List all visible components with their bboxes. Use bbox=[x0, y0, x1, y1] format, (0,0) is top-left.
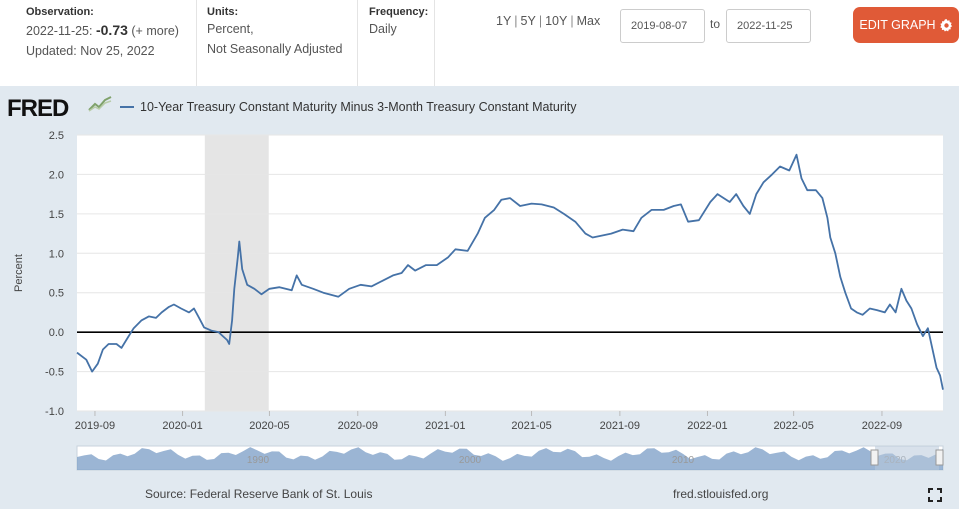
y-tick-label: 2.0 bbox=[49, 169, 64, 181]
navigator-left-handle[interactable] bbox=[870, 449, 879, 466]
y-tick-label: 1.0 bbox=[49, 248, 64, 260]
range-max-button[interactable]: Max bbox=[576, 14, 601, 28]
navigator-selection bbox=[875, 446, 939, 470]
divider bbox=[357, 0, 358, 86]
navigator-year-label: 1990 bbox=[247, 455, 270, 466]
y-tick-label: -1.0 bbox=[45, 406, 64, 418]
x-tick-label: 2020-05 bbox=[249, 420, 289, 432]
frequency-value: Daily bbox=[369, 22, 397, 36]
legend-swatch bbox=[120, 106, 134, 108]
range-5y-button[interactable]: 5Y bbox=[520, 14, 536, 28]
range-separator: | bbox=[570, 14, 574, 28]
x-tick-label: 2022-01 bbox=[687, 420, 727, 432]
fullscreen-icon[interactable] bbox=[928, 488, 942, 502]
frequency-label: Frequency: bbox=[369, 6, 429, 18]
series-metadata-bar: Observation: 2022-11-25: -0.73 (+ more) … bbox=[0, 0, 959, 86]
divider bbox=[196, 0, 197, 86]
series-line bbox=[76, 153, 944, 390]
updated-date: Updated: Nov 25, 2022 bbox=[26, 44, 155, 58]
frequency-block: Frequency: Daily bbox=[369, 0, 434, 86]
navigator-right-handle[interactable] bbox=[935, 449, 944, 466]
chart-legend: 10-Year Treasury Constant Maturity Minus… bbox=[120, 100, 577, 114]
observation-block: Observation: 2022-11-25: -0.73 (+ more) … bbox=[26, 0, 191, 86]
range-separator: | bbox=[538, 14, 543, 28]
units-line-2: Not Seasonally Adjusted bbox=[207, 42, 343, 56]
x-tick-label: 2021-09 bbox=[600, 420, 640, 432]
navigator-area bbox=[77, 447, 943, 470]
fred-url[interactable]: fred.stlouisfed.org bbox=[673, 487, 769, 501]
y-tick-label: 1.5 bbox=[49, 209, 64, 221]
observation-label: Observation: bbox=[26, 6, 94, 18]
divider bbox=[434, 0, 435, 86]
x-tick-label: 2020-01 bbox=[162, 420, 202, 432]
y-tick-label: 0.0 bbox=[49, 327, 64, 339]
edit-graph-label: EDIT GRAPH bbox=[859, 18, 936, 32]
navigator-year-label: 2000 bbox=[459, 455, 482, 466]
observation-date: 2022-11-25: bbox=[26, 24, 93, 38]
observation-number: -0.73 bbox=[95, 22, 128, 38]
date-to-label: to bbox=[710, 17, 721, 31]
y-axis-label: Percent bbox=[13, 254, 25, 292]
units-label: Units: bbox=[207, 6, 239, 18]
fred-logo[interactable]: FRED bbox=[7, 95, 69, 122]
y-tick-label: 0.5 bbox=[49, 288, 64, 300]
x-tick-label: 2021-01 bbox=[425, 420, 465, 432]
range-1y-button[interactable]: 1Y bbox=[496, 14, 512, 28]
units-block: Units: Percent, Not Seasonally Adjusted bbox=[207, 0, 352, 86]
x-tick-label: 2022-09 bbox=[862, 420, 902, 432]
y-tick-label: 2.5 bbox=[49, 130, 64, 142]
range-selector: 1Y | 5Y | 10Y | Max bbox=[496, 14, 600, 28]
x-tick-label: 2020-09 bbox=[338, 420, 378, 432]
range-10y-button[interactable]: 10Y bbox=[545, 14, 568, 28]
observation-value: 2022-11-25: -0.73 (+ more) bbox=[26, 22, 191, 40]
more-observations-link[interactable]: (+ more) bbox=[131, 24, 179, 38]
start-date-input[interactable] bbox=[620, 9, 705, 43]
range-separator: | bbox=[514, 14, 518, 28]
gear-icon bbox=[939, 18, 952, 32]
x-tick-label: 2022-05 bbox=[773, 420, 813, 432]
navigator-year-label: 2010 bbox=[672, 455, 695, 466]
end-date-input[interactable] bbox=[726, 9, 811, 43]
y-tick-label: -0.5 bbox=[45, 367, 64, 379]
units-line-1: Percent, bbox=[207, 22, 254, 36]
legend-series-title: 10-Year Treasury Constant Maturity Minus… bbox=[140, 100, 577, 114]
chart-canvas: -1.0 -0.5 0.0 0.5 1.0 1.5 2.0 2.5 2019-09 2020-01… bbox=[13, 130, 944, 471]
fred-logo-chart-icon bbox=[88, 94, 112, 112]
edit-graph-button[interactable]: EDIT GRAPH bbox=[853, 7, 959, 43]
x-tick-label: 2021-05 bbox=[511, 420, 551, 432]
x-tick-label: 2019-09 bbox=[75, 420, 115, 432]
source-note: Source: Federal Reserve Bank of St. Loui… bbox=[145, 487, 373, 501]
